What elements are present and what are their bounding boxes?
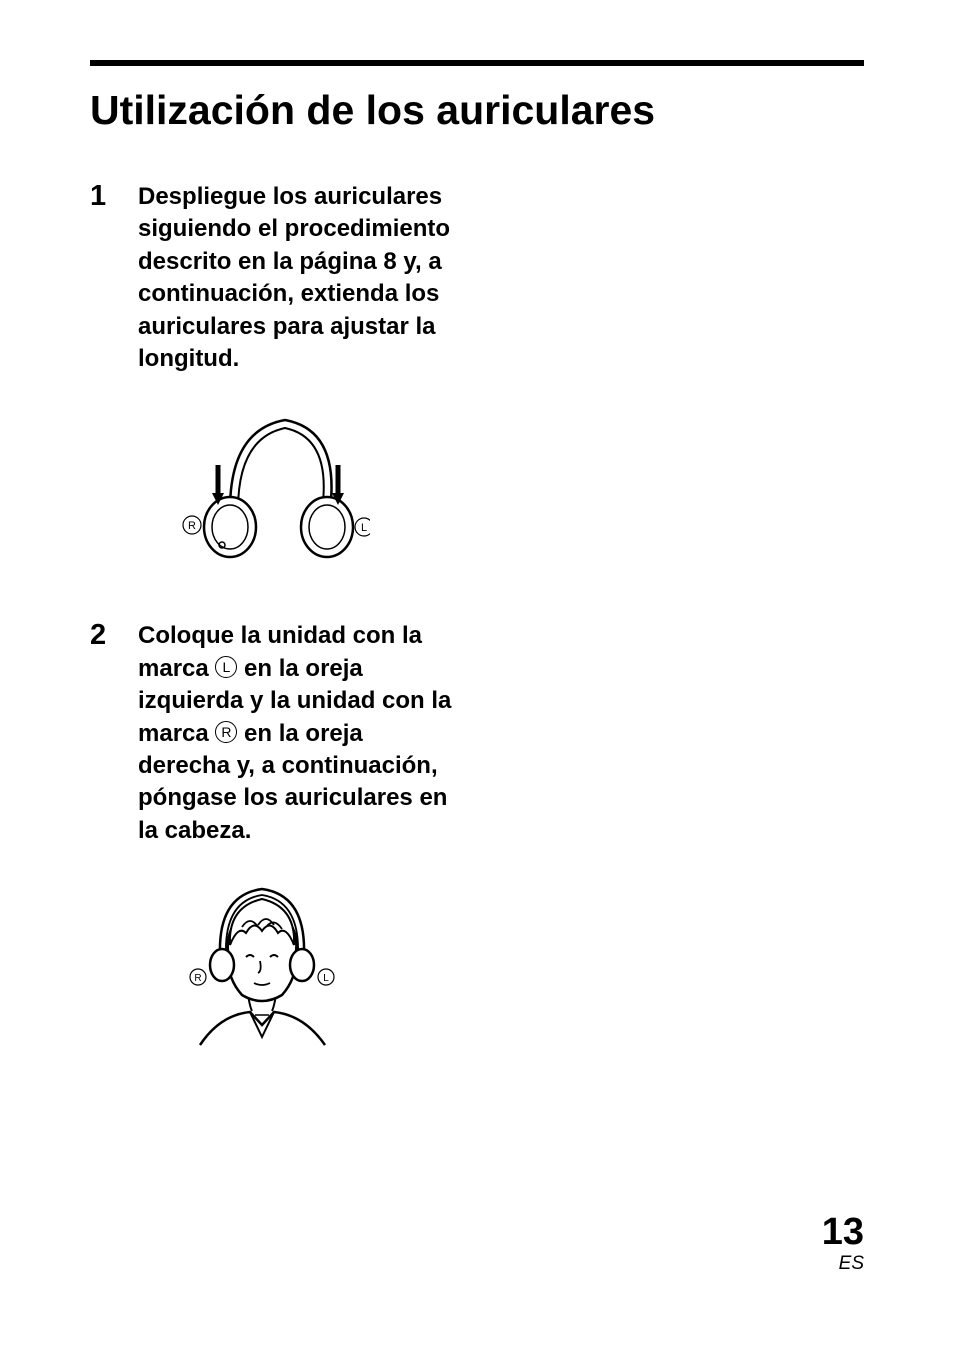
page-footer: 13 ES (822, 1213, 864, 1275)
step-body: Despliegue los auriculares siguiendo el … (138, 181, 458, 375)
headphones-illustration: R L (170, 405, 864, 580)
page-title: Utilización de los auriculares (90, 88, 864, 133)
person-svg: R L (170, 877, 360, 1047)
top-rule (90, 60, 864, 66)
circled-r-icon: R (215, 721, 237, 743)
person-l-label: L (323, 973, 329, 984)
person-illustration: R L (170, 877, 864, 1052)
step-number: 1 (90, 181, 138, 213)
step-text: Despliegue los auriculares siguiendo el … (138, 181, 458, 375)
step-text: Coloque la unidad con la marca L en la o… (138, 620, 458, 847)
step-body: Coloque la unidad con la marca L en la o… (138, 620, 458, 847)
headphones-svg: R L (170, 405, 370, 575)
step-number: 2 (90, 620, 138, 652)
page-number: 13 (822, 1213, 864, 1251)
locale-label: ES (822, 1253, 864, 1275)
r-label: R (188, 520, 196, 532)
l-label: L (361, 522, 367, 534)
person-r-label: R (194, 973, 201, 984)
step-1: 1 Despliegue los auriculares siguiendo e… (90, 181, 864, 375)
circled-l-icon: L (215, 656, 237, 678)
step-2: 2 Coloque la unidad con la marca L en la… (90, 620, 864, 847)
